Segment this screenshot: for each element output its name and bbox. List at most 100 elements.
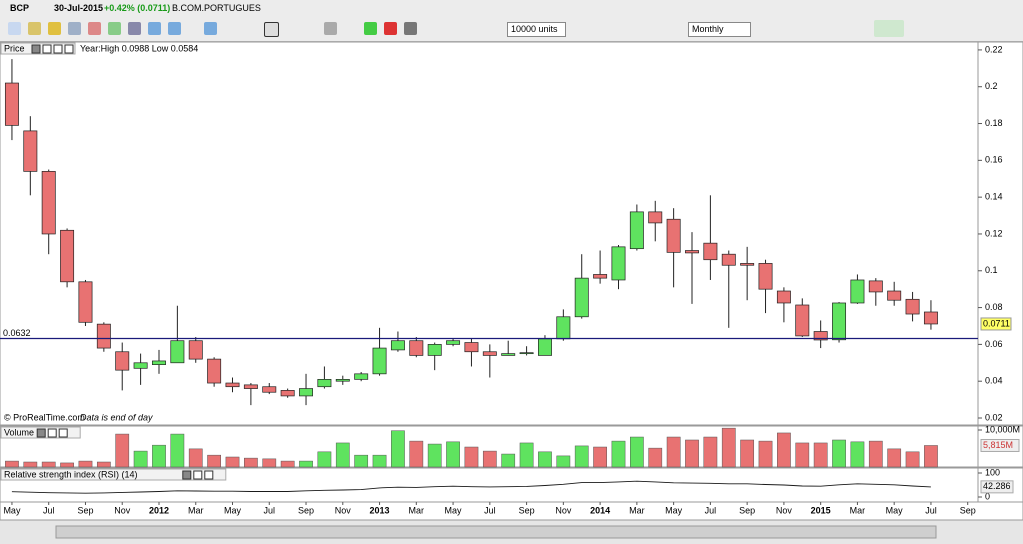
delete-tool[interactable]	[324, 22, 337, 35]
x-tick-label: Sep	[739, 505, 755, 515]
last-price-box	[980, 317, 1012, 331]
volume-bar	[924, 445, 938, 468]
x-tick-label: May	[224, 505, 242, 515]
x-tick-label: Nov	[776, 505, 793, 515]
volume-bar	[446, 441, 460, 468]
candle-body	[519, 352, 534, 355]
y-tick-label: 10,000M	[985, 424, 1020, 434]
candle-body	[868, 280, 883, 293]
candle-body	[464, 342, 479, 353]
panel-title: Price	[4, 43, 25, 53]
tool[interactable]	[404, 22, 417, 35]
candle-body	[740, 263, 755, 266]
volume-bar	[354, 454, 369, 468]
tool[interactable]	[148, 22, 161, 35]
volume-bar	[152, 444, 166, 468]
current-label: 5,815M	[983, 440, 1013, 450]
volume-bar	[335, 442, 350, 468]
x-tick-label: 2012	[149, 505, 169, 515]
volume-bar	[23, 461, 38, 468]
y-tick-label: 0.16	[985, 155, 1003, 165]
candle-body	[96, 323, 111, 349]
panel-title: Relative strength index (RSI) (14)	[4, 469, 138, 479]
panel-button[interactable]	[47, 428, 57, 438]
y-tick-label: 0.02	[985, 412, 1003, 422]
x-tick-label: 2015	[811, 505, 831, 515]
x-tick-label: Sep	[960, 505, 976, 515]
panel-button[interactable]	[42, 44, 52, 54]
candle-body	[574, 277, 589, 318]
volume-bar	[721, 427, 736, 468]
candle-body	[685, 250, 699, 254]
volume-bar	[60, 462, 74, 468]
tool[interactable]	[68, 22, 81, 35]
x-tick-label: Sep	[298, 505, 314, 515]
panel-button[interactable]	[64, 44, 74, 54]
y-tick-label: 0.18	[985, 118, 1003, 128]
candle-body	[188, 340, 203, 360]
candle-body	[905, 298, 920, 315]
panel-button[interactable]	[193, 470, 203, 480]
symbol: BCP	[10, 3, 30, 13]
candle-body	[923, 311, 938, 325]
candle-body	[335, 379, 350, 382]
data-note: Data is end of day	[80, 412, 153, 422]
chart-type[interactable]	[874, 20, 904, 37]
panel-button[interactable]	[36, 428, 46, 438]
volume-bar	[703, 436, 718, 468]
x-tick-label: Nov	[335, 505, 352, 515]
sell-tool[interactable]	[384, 22, 397, 35]
candle-body	[225, 382, 240, 388]
x-tick-label: Sep	[77, 505, 93, 515]
period-dropdown[interactable]: Monthly	[688, 22, 751, 37]
x-tick-label: May	[445, 505, 463, 515]
volume-bar	[630, 436, 644, 468]
panel-button[interactable]	[182, 470, 192, 480]
panel-button[interactable]	[58, 428, 68, 438]
scroll-thumb[interactable]	[55, 525, 937, 539]
candle-body	[133, 362, 148, 369]
candle-body	[152, 360, 166, 365]
tool[interactable]	[88, 22, 101, 35]
candle-body	[60, 229, 75, 283]
x-axis	[0, 501, 1023, 521]
panel-header	[0, 468, 227, 481]
tool[interactable]	[168, 22, 181, 35]
candle-body	[243, 384, 258, 389]
x-tick-label: May	[3, 505, 21, 515]
candle-body	[556, 316, 571, 340]
units-dropdown[interactable]: 10000 units	[507, 22, 566, 37]
y-tick-label: 0.12	[985, 228, 1003, 238]
candle-body	[372, 347, 387, 375]
volume-bar	[648, 447, 663, 468]
volume-bar	[574, 445, 589, 468]
panel-button[interactable]	[53, 44, 63, 54]
volume-bar	[758, 440, 773, 468]
text-tool[interactable]	[264, 22, 279, 37]
tool[interactable]	[108, 22, 121, 35]
reference-label: 0.0632	[3, 328, 31, 338]
candle-body	[170, 340, 185, 364]
zoom-tool[interactable]	[28, 22, 41, 35]
y-tick-label: 0.04	[985, 376, 1003, 386]
panel-button[interactable]	[204, 470, 214, 480]
buy-tool[interactable]	[364, 22, 377, 35]
panel-button[interactable]	[31, 44, 41, 54]
volume-bar	[905, 451, 920, 468]
volume-bar	[78, 460, 93, 468]
tool[interactable]	[128, 22, 141, 35]
x-tick-label: 2013	[370, 505, 390, 515]
volume-bar	[556, 455, 571, 468]
alert-tool[interactable]	[48, 22, 61, 35]
tool[interactable]	[204, 22, 217, 35]
volume-bar	[427, 443, 442, 468]
volume-bar	[482, 450, 497, 468]
volume-bar	[813, 442, 828, 468]
y-tick-label: 0	[985, 491, 990, 501]
cursor-tool[interactable]	[8, 22, 21, 35]
candle-body	[795, 304, 810, 337]
candle-body	[648, 211, 663, 224]
candle-body	[629, 211, 644, 250]
